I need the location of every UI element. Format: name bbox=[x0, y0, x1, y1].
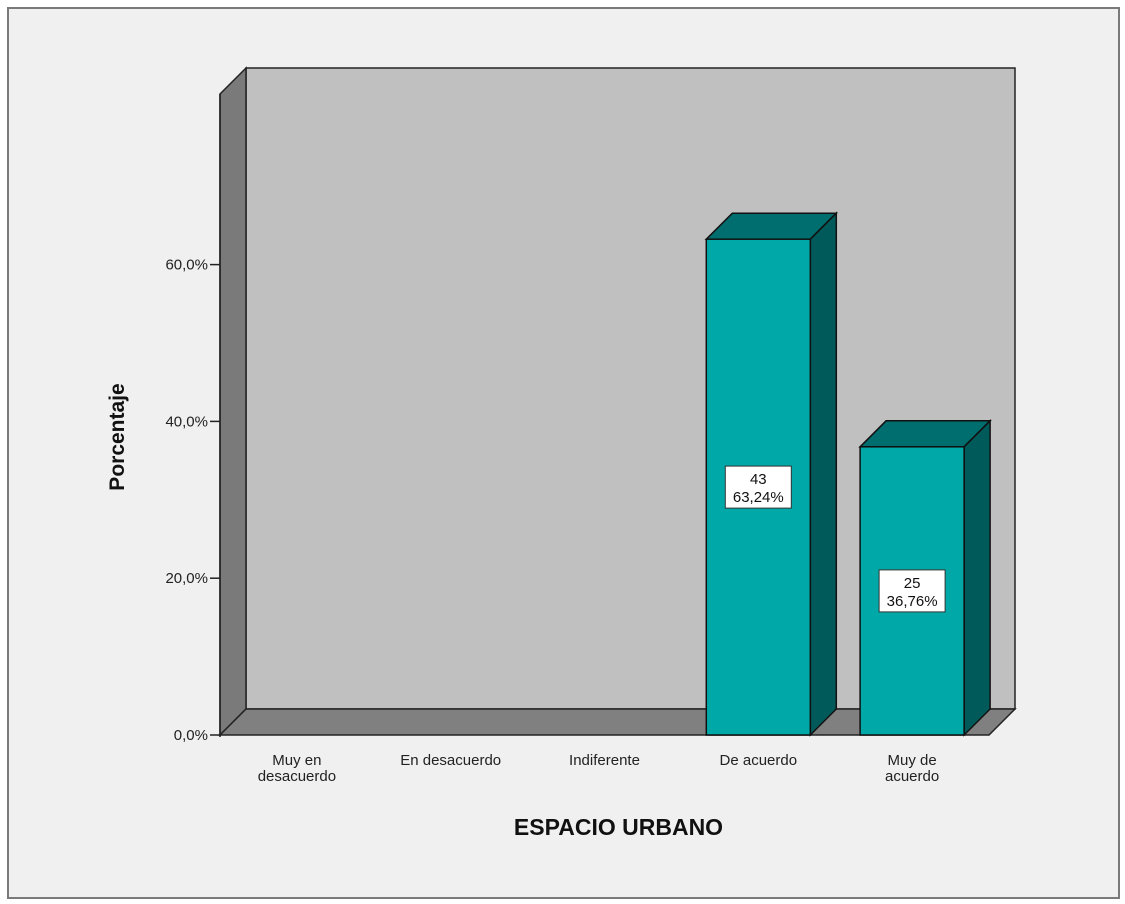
x-tick-label: Muy en desacuerdo bbox=[258, 752, 336, 785]
bar-side bbox=[963, 418, 991, 737]
x-tick-label: De acuerdo bbox=[720, 752, 798, 769]
data-label-percent: 36,76% bbox=[887, 593, 938, 610]
data-label-count: 25 bbox=[904, 575, 921, 592]
side-wall bbox=[219, 66, 247, 737]
x-axis: Muy en desacuerdo En desacuerdo Indiferente… bbox=[258, 752, 940, 785]
y-tick-label: 0,0% bbox=[174, 727, 208, 744]
y-tick-label: 40,0% bbox=[165, 413, 208, 430]
x-tick-label: En desacuerdo bbox=[400, 752, 501, 769]
chart-frame: 0,0% 20,0% 40,0% 60,0% 43 63,24% 25 36,76% Muy… bbox=[7, 7, 1120, 899]
x-tick-label: Muy de acuerdo bbox=[885, 752, 939, 785]
y-tick-label: 20,0% bbox=[165, 570, 208, 587]
x-axis-title: ESPACIO URBANO bbox=[514, 814, 723, 840]
data-label-box bbox=[724, 465, 792, 509]
bar-side bbox=[809, 211, 838, 737]
data-label-count: 43 bbox=[750, 471, 767, 488]
y-axis-title: Porcentaje bbox=[106, 383, 129, 490]
x-tick-label: Indiferente bbox=[569, 752, 640, 769]
y-axis: 0,0% 20,0% 40,0% 60,0% bbox=[165, 94, 221, 744]
y-tick-label: 60,0% bbox=[165, 257, 208, 274]
data-label-box bbox=[878, 569, 946, 613]
data-label-percent: 63,24% bbox=[733, 489, 784, 506]
